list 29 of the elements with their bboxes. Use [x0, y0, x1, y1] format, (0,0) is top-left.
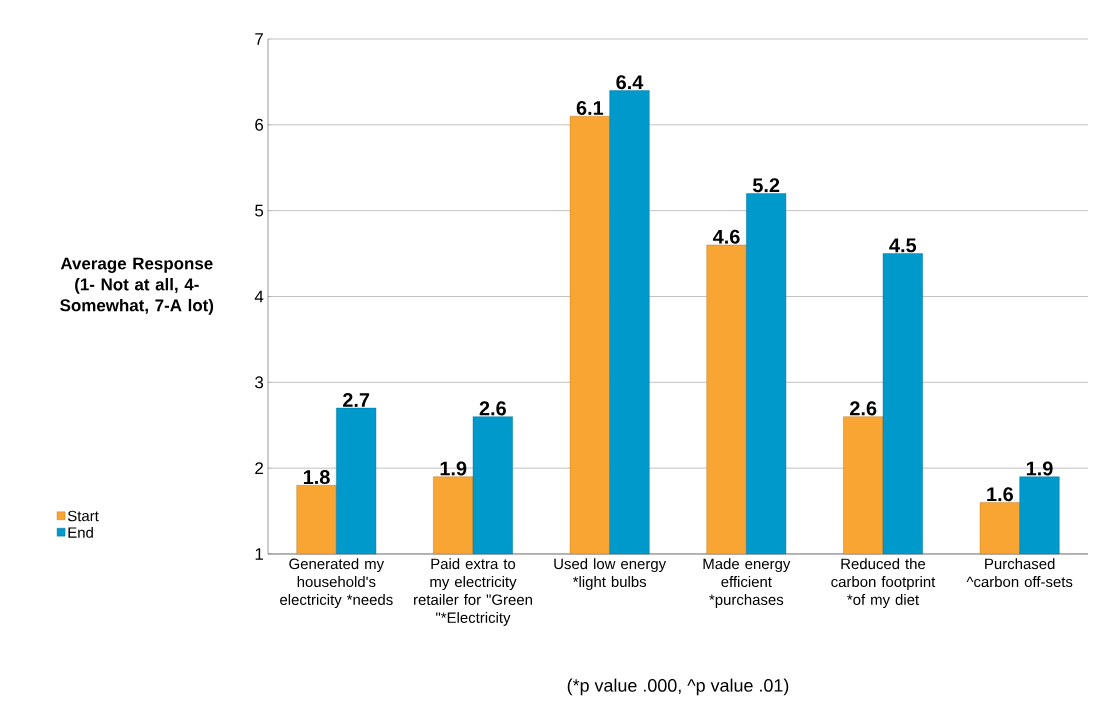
data-label: 4.5: [889, 238, 917, 253]
data-label: 5.2: [752, 178, 780, 193]
data-label: 1.9: [1026, 461, 1053, 476]
y-tick-label: 1: [255, 548, 263, 560]
y-tick-label: 7: [255, 33, 263, 45]
data-label: 6.4: [616, 75, 644, 90]
x-tick-label: Generated my household's electricity *needs: [280, 558, 393, 608]
data-label: 4.6: [712, 229, 740, 244]
y-tick-label: 5: [255, 204, 264, 217]
data-label: 2.6: [850, 401, 877, 416]
data-label: 2.6: [479, 401, 506, 416]
y-tick-label: 4: [254, 290, 264, 303]
data-label: 2.7: [343, 392, 370, 407]
data-label: 6.1: [576, 100, 604, 116]
data-label: 1.6: [987, 487, 1013, 502]
y-axis-title: Average Response (1- Not at all, 4- Somewhat, 7-A lot): [60, 257, 214, 315]
legend-label: Start: [67, 510, 99, 522]
x-tick-label: Made energy efficient *purchases: [703, 558, 791, 608]
y-tick-label: 2: [255, 462, 263, 475]
y-tick-label: 6: [255, 118, 264, 131]
data-label: 1.8: [303, 470, 330, 485]
x-tick-label: Paid extra to my electricity retailer for "Green "*Electricity: [414, 558, 532, 626]
legend-label: End: [68, 526, 93, 538]
data-label: 1.9: [440, 461, 467, 476]
y-tick-label: 3: [255, 376, 264, 389]
x-tick-label: Reduced the carbon footprint *of my diet: [831, 558, 936, 608]
x-tick-label: Used low energy *light bulbs: [554, 558, 667, 591]
x-tick-label: Purchased ^carbon off-sets: [966, 558, 1073, 588]
text: (*p value .000, ^p value .01): [567, 678, 789, 696]
